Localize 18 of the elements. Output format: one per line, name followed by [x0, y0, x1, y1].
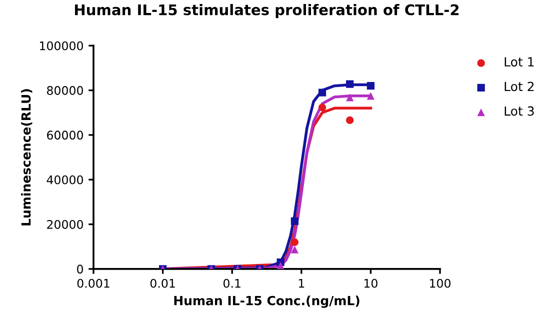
x-axis-title: Human IL-15 Conc.(ng/mL)	[174, 296, 360, 308]
x-tick-label: 100	[430, 278, 450, 288]
x-tick-label: 0.001	[77, 278, 110, 288]
y-tick-label: 100000	[40, 41, 83, 50]
y-tick-label: 0	[77, 264, 83, 274]
y-tick-label: 20000	[47, 220, 83, 229]
chart-title: Human IL-15 stimulates proliferation of CTLL-2	[75, 4, 459, 18]
legend-label: Lot 1	[504, 57, 534, 67]
y-tick-label: 60000	[47, 130, 83, 140]
y-axis-title: Luminescence(RLU)	[21, 89, 32, 226]
y-tick-label: 40000	[46, 175, 83, 184]
legend-label: Lot 3	[504, 106, 534, 116]
legend-label: Lot 2	[504, 82, 534, 92]
y-tick-label: 80000	[47, 86, 83, 95]
x-tick-label: 0.1	[223, 278, 240, 288]
x-tick-label: 1	[298, 279, 304, 288]
x-tick-label: 0.01	[150, 278, 175, 288]
x-tick-label: 10	[364, 278, 378, 288]
